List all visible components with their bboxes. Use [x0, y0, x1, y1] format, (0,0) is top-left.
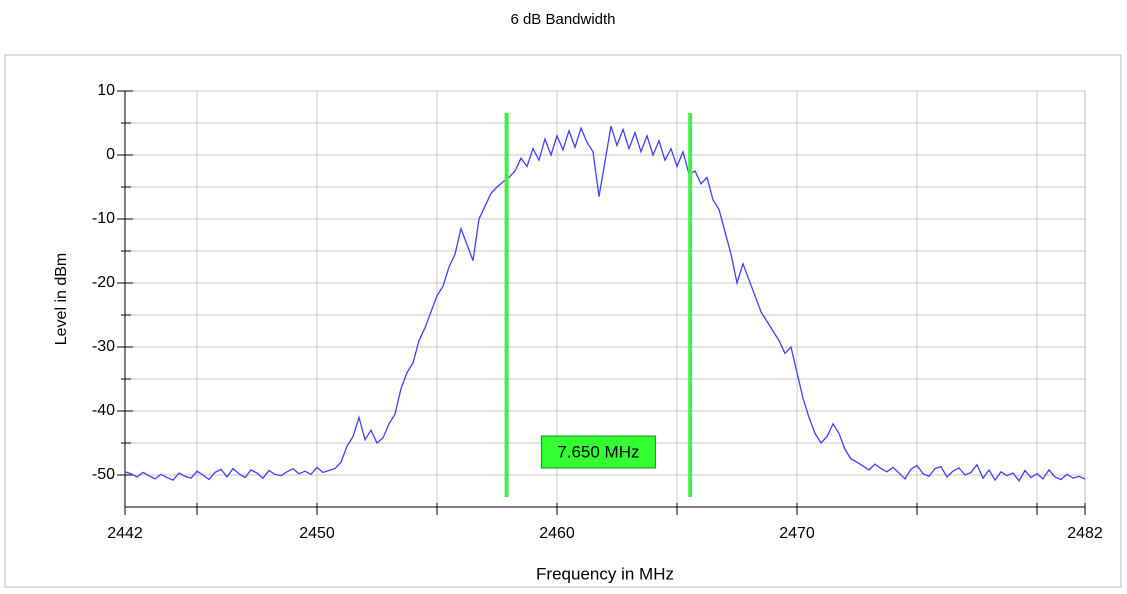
- y-tick-label: 0: [106, 146, 115, 163]
- y-tick-label: -20: [92, 274, 115, 291]
- x-tick-label: 2442: [107, 525, 143, 542]
- y-tick-label: -30: [92, 338, 115, 355]
- y-tick-label: 10: [97, 82, 115, 99]
- x-tick-label: 2482: [1067, 525, 1103, 542]
- y-axis-label: Level in dBm: [53, 253, 70, 346]
- y-tick-label: -50: [92, 466, 115, 483]
- x-tick-label: 2450: [299, 525, 335, 542]
- chart-title: 6 dB Bandwidth: [510, 11, 615, 28]
- x-tick-label: 2470: [779, 525, 815, 542]
- y-tick-label: -10: [92, 210, 115, 227]
- annotation: 7.650 MHz: [557, 442, 639, 461]
- x-axis-label: Frequency in MHz: [536, 564, 674, 583]
- x-tick-label: 2460: [539, 525, 575, 542]
- annotation-box: [540, 435, 656, 469]
- spectrum-line: [124, 126, 1086, 482]
- y-tick-label: -40: [92, 402, 115, 419]
